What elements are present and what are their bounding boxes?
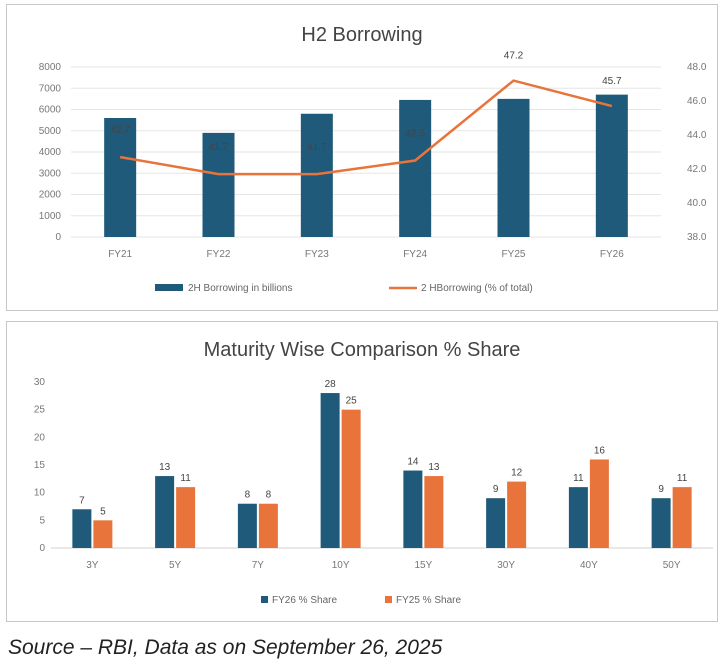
source-note: Source – RBI, Data as on September 26, 2…: [8, 636, 443, 659]
data-label-pct: 45.7: [602, 76, 622, 87]
bar-fy25-30Y: [507, 481, 527, 548]
x-tick-label: 15Y: [414, 560, 432, 571]
x-tick-label: 3Y: [86, 560, 99, 571]
data-label: 12: [511, 468, 523, 479]
bar-fy25-15Y: [424, 476, 444, 548]
y-tick-label: 30: [34, 377, 46, 388]
data-label: 13: [428, 462, 440, 473]
data-label: 28: [325, 379, 337, 390]
legend-label-fy25: FY25 % Share: [396, 595, 461, 606]
data-label: 9: [658, 484, 664, 495]
x-tick-label: 7Y: [252, 560, 265, 571]
bar-fy26-50Y: [651, 498, 671, 548]
data-label: 11: [573, 473, 584, 484]
x-tick-label: 10Y: [332, 560, 350, 571]
y-right-tick-label: 44.0: [687, 130, 707, 141]
bar-fy26-10Y: [320, 393, 340, 548]
x-tick-label: FY22: [207, 249, 231, 260]
line-borrowing-pct: [119, 79, 613, 176]
y-right-tick-label: 42.0: [687, 164, 707, 175]
legend-swatch-fy26: [261, 596, 268, 603]
bar-fy26-7Y: [237, 503, 257, 548]
bar-fy25-40Y: [589, 459, 609, 548]
data-label: 8: [266, 490, 272, 501]
x-tick-label: 30Y: [497, 560, 515, 571]
y-right-tick-label: 48.0: [687, 62, 707, 73]
maturity-share-chart-panel: Maturity Wise Comparison % Share 0 5 10 15 20…: [6, 321, 718, 622]
legend-label-line: 2 HBorrowing (% of total): [421, 283, 533, 294]
x-tick-label: FY25: [502, 249, 526, 260]
bar-fy26-40Y: [568, 487, 588, 548]
bar-borrowing-FY24: [399, 99, 432, 237]
bar-borrowing-FY26: [595, 94, 628, 237]
h2-borrowing-chart: H2 Borrowing 0 1000 2000 3000 4000 5000 6000 700…: [39, 24, 707, 294]
bar-borrowing-FY21: [104, 118, 137, 237]
bar-fy25-10Y: [341, 409, 361, 548]
data-label: 5: [100, 506, 106, 517]
bar-fy26-3Y: [72, 509, 92, 548]
x-tick-label: 5Y: [169, 560, 182, 571]
bar-fy25-5Y: [176, 487, 196, 548]
bar-fy25-3Y: [93, 520, 113, 548]
data-label: 8: [245, 490, 251, 501]
y-left-tick-label: 2000: [39, 190, 62, 201]
legend-swatch-fy25: [385, 596, 392, 603]
y-left-tick-label: 0: [55, 232, 61, 243]
y-left-tick-label: 5000: [39, 126, 62, 137]
y-right-tick-label: 46.0: [687, 96, 707, 107]
y-tick-label: 15: [34, 460, 46, 471]
bar-fy26-5Y: [155, 476, 175, 548]
y-left-tick-label: 3000: [39, 168, 62, 179]
data-label: 9: [493, 484, 499, 495]
bar-fy26-30Y: [486, 498, 506, 548]
y-left-tick-label: 7000: [39, 83, 62, 94]
data-label-pct: 41.7: [307, 142, 327, 153]
legend-swatch-bar: [155, 284, 183, 291]
data-label: 13: [159, 462, 171, 473]
h2-borrowing-chart-panel: H2 Borrowing 0 1000 2000 3000 4000 5000 6000 700…: [6, 4, 718, 311]
y-right-tick-label: 38.0: [687, 232, 707, 243]
data-label-pct: 47.2: [504, 51, 524, 62]
bar-fy25-7Y: [258, 503, 278, 548]
y-left-tick-label: 4000: [39, 147, 62, 158]
data-label-pct: 41.7: [209, 142, 229, 153]
y-tick-label: 0: [39, 543, 45, 554]
data-label: 11: [677, 473, 688, 484]
chart-title: Maturity Wise Comparison % Share: [204, 339, 521, 361]
y-tick-label: 25: [34, 405, 46, 416]
x-tick-label: FY26: [600, 249, 624, 260]
y-tick-label: 5: [39, 515, 45, 526]
y-tick-label: 20: [34, 432, 46, 443]
x-tick-label: 50Y: [663, 560, 681, 571]
legend-label-fy26: FY26 % Share: [272, 595, 337, 606]
y-left-tick-label: 6000: [39, 105, 62, 116]
data-label-pct: 42.7: [110, 125, 130, 136]
data-label: 14: [407, 457, 419, 468]
bar-borrowing-FY22: [202, 132, 235, 237]
bar-borrowing-FY23: [300, 113, 333, 237]
maturity-share-chart: Maturity Wise Comparison % Share 0 5 10 15 20…: [34, 339, 713, 606]
y-right-tick-label: 40.0: [687, 198, 707, 209]
bar-fy25-50Y: [672, 487, 692, 548]
data-label: 25: [346, 396, 358, 407]
chart-title: H2 Borrowing: [301, 24, 422, 46]
data-label: 16: [594, 445, 606, 456]
data-label-pct: 42.5: [405, 129, 425, 140]
x-tick-label: FY23: [305, 249, 329, 260]
x-tick-label: FY24: [403, 249, 427, 260]
x-tick-label: FY21: [108, 249, 132, 260]
x-tick-label: 40Y: [580, 560, 598, 571]
data-label: 11: [180, 473, 191, 484]
bar-borrowing-FY25: [497, 98, 530, 237]
data-label: 7: [79, 495, 85, 506]
y-left-tick-label: 8000: [39, 62, 62, 73]
y-tick-label: 10: [34, 488, 46, 499]
bar-fy26-15Y: [403, 470, 423, 548]
y-left-tick-label: 1000: [39, 211, 62, 222]
legend-label-bar: 2H Borrowing in billions: [188, 283, 293, 294]
